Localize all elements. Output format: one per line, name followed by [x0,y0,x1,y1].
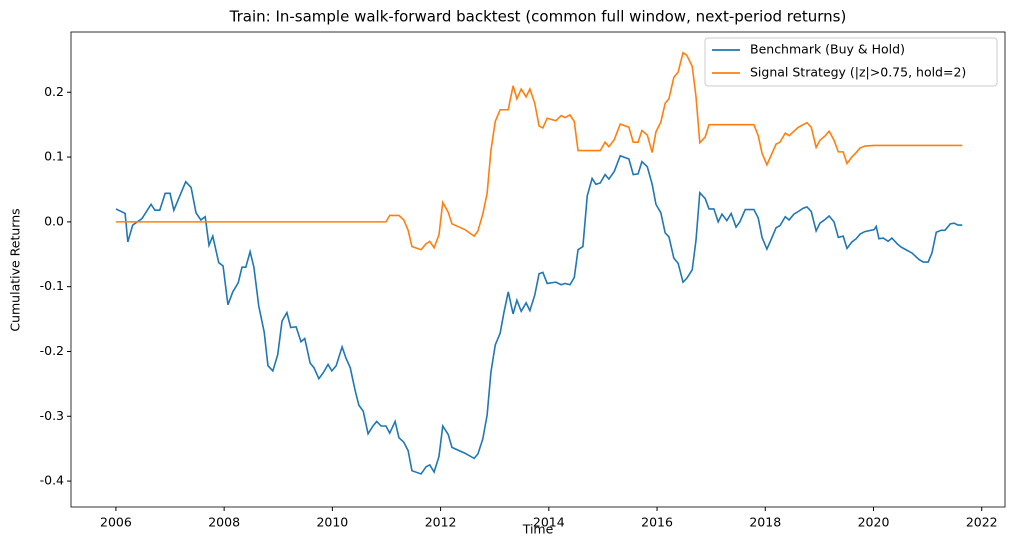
y-tick-label: -0.3 [40,408,64,423]
legend-box [704,37,998,87]
y-tick-label: -0.4 [40,473,64,488]
y-tick-label: 0.0 [44,213,64,228]
x-tick-label: 2008 [208,515,240,530]
series-line [115,51,963,251]
x-tick-label: 2022 [966,515,998,530]
y-tick-label: 0.2 [44,84,64,99]
y-tick-label: -0.2 [40,343,64,358]
x-tick-label: 2016 [641,515,673,530]
y-tick-label: 0.1 [44,149,64,164]
plot-frame [70,31,1006,508]
legend-label: Benchmark (Buy & Hold) [750,42,905,57]
x-tick-label: 2012 [425,515,457,530]
x-tick-label: 2014 [533,515,565,530]
legend: Benchmark (Buy & Hold) Signal Strategy (|… [704,37,998,87]
x-tick-label: 2018 [749,515,781,530]
legend-label: Signal Strategy (|z|>0.75, hold=2) [750,65,966,80]
x-axis-label: Time [522,522,554,537]
plot-area [115,51,963,475]
y-tick-label: -0.1 [40,278,64,293]
chart-title: Train: In-sample walk-forward backtest (… [229,8,847,26]
x-tick-label: 2006 [100,515,132,530]
x-tick-label: 2020 [858,515,890,530]
y-axis-label: Cumulative Returns [8,208,23,331]
series-line [115,154,963,475]
x-tick-label: 2010 [316,515,348,530]
